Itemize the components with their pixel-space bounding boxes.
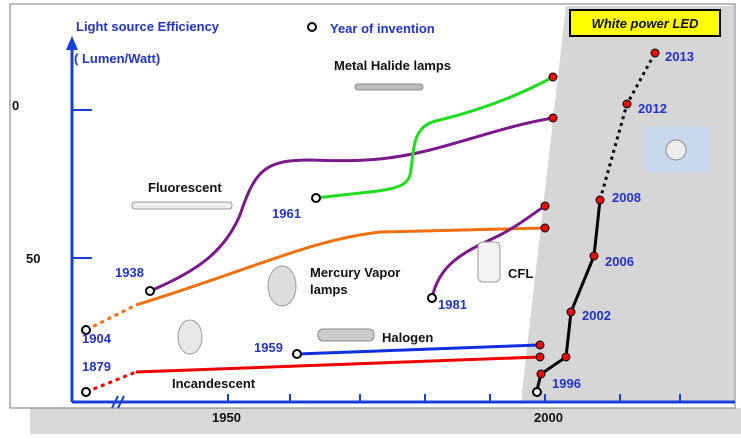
lamp-label: Metal Halide lamps (334, 58, 451, 73)
y-tick-label: 50 (26, 251, 40, 266)
year: 2008 (612, 190, 641, 205)
year: 2012 (638, 101, 667, 116)
year: 1938 (115, 265, 144, 280)
lamp-label: CFL (508, 266, 533, 281)
legend-marker (308, 23, 316, 31)
halogen-icon (318, 329, 374, 341)
y-arrow (66, 36, 78, 50)
cfl-icon (478, 242, 500, 282)
y-tick-label: 0 (12, 98, 19, 113)
footer-strip (30, 408, 741, 434)
incandescent-icon (178, 320, 202, 354)
year: 2006 (605, 254, 634, 269)
led-icon (666, 140, 686, 160)
year: 1904 (82, 331, 112, 346)
year: 1961 (272, 206, 301, 221)
lamp-label: Fluorescent (148, 180, 222, 195)
incandescent-line (136, 357, 540, 372)
lamp-label: Incandescent (172, 376, 256, 391)
year: 1959 (254, 340, 283, 355)
x-tick-label: 2000 (534, 410, 563, 425)
fluorescent-icon (132, 202, 232, 209)
lamp-label: Halogen (382, 330, 433, 345)
halogen-line (297, 345, 540, 354)
title: Light source Efficiency (76, 19, 220, 34)
unit: ( Lumen/Watt) (74, 51, 160, 66)
metal-halide-line (316, 77, 553, 198)
metal-halide-icon (355, 84, 423, 90)
year: 1879 (82, 359, 111, 374)
year: 2013 (665, 49, 694, 64)
lamp-label: Mercury Vapor (310, 265, 400, 280)
year: 2002 (582, 308, 611, 323)
mercury-dash (86, 305, 136, 330)
incandescent-dash (86, 372, 136, 392)
mercury-icon (268, 266, 296, 306)
year: 1981 (438, 297, 467, 312)
x-tick-label: 1950 (212, 410, 241, 425)
diagram: 0 50 1950 2000 Light source Efficiency (… (0, 0, 741, 434)
year: 1996 (552, 376, 581, 391)
legend-label: Year of invention (330, 21, 435, 36)
lamp-label: lamps (310, 282, 348, 297)
badge-label: White power LED (592, 16, 700, 31)
